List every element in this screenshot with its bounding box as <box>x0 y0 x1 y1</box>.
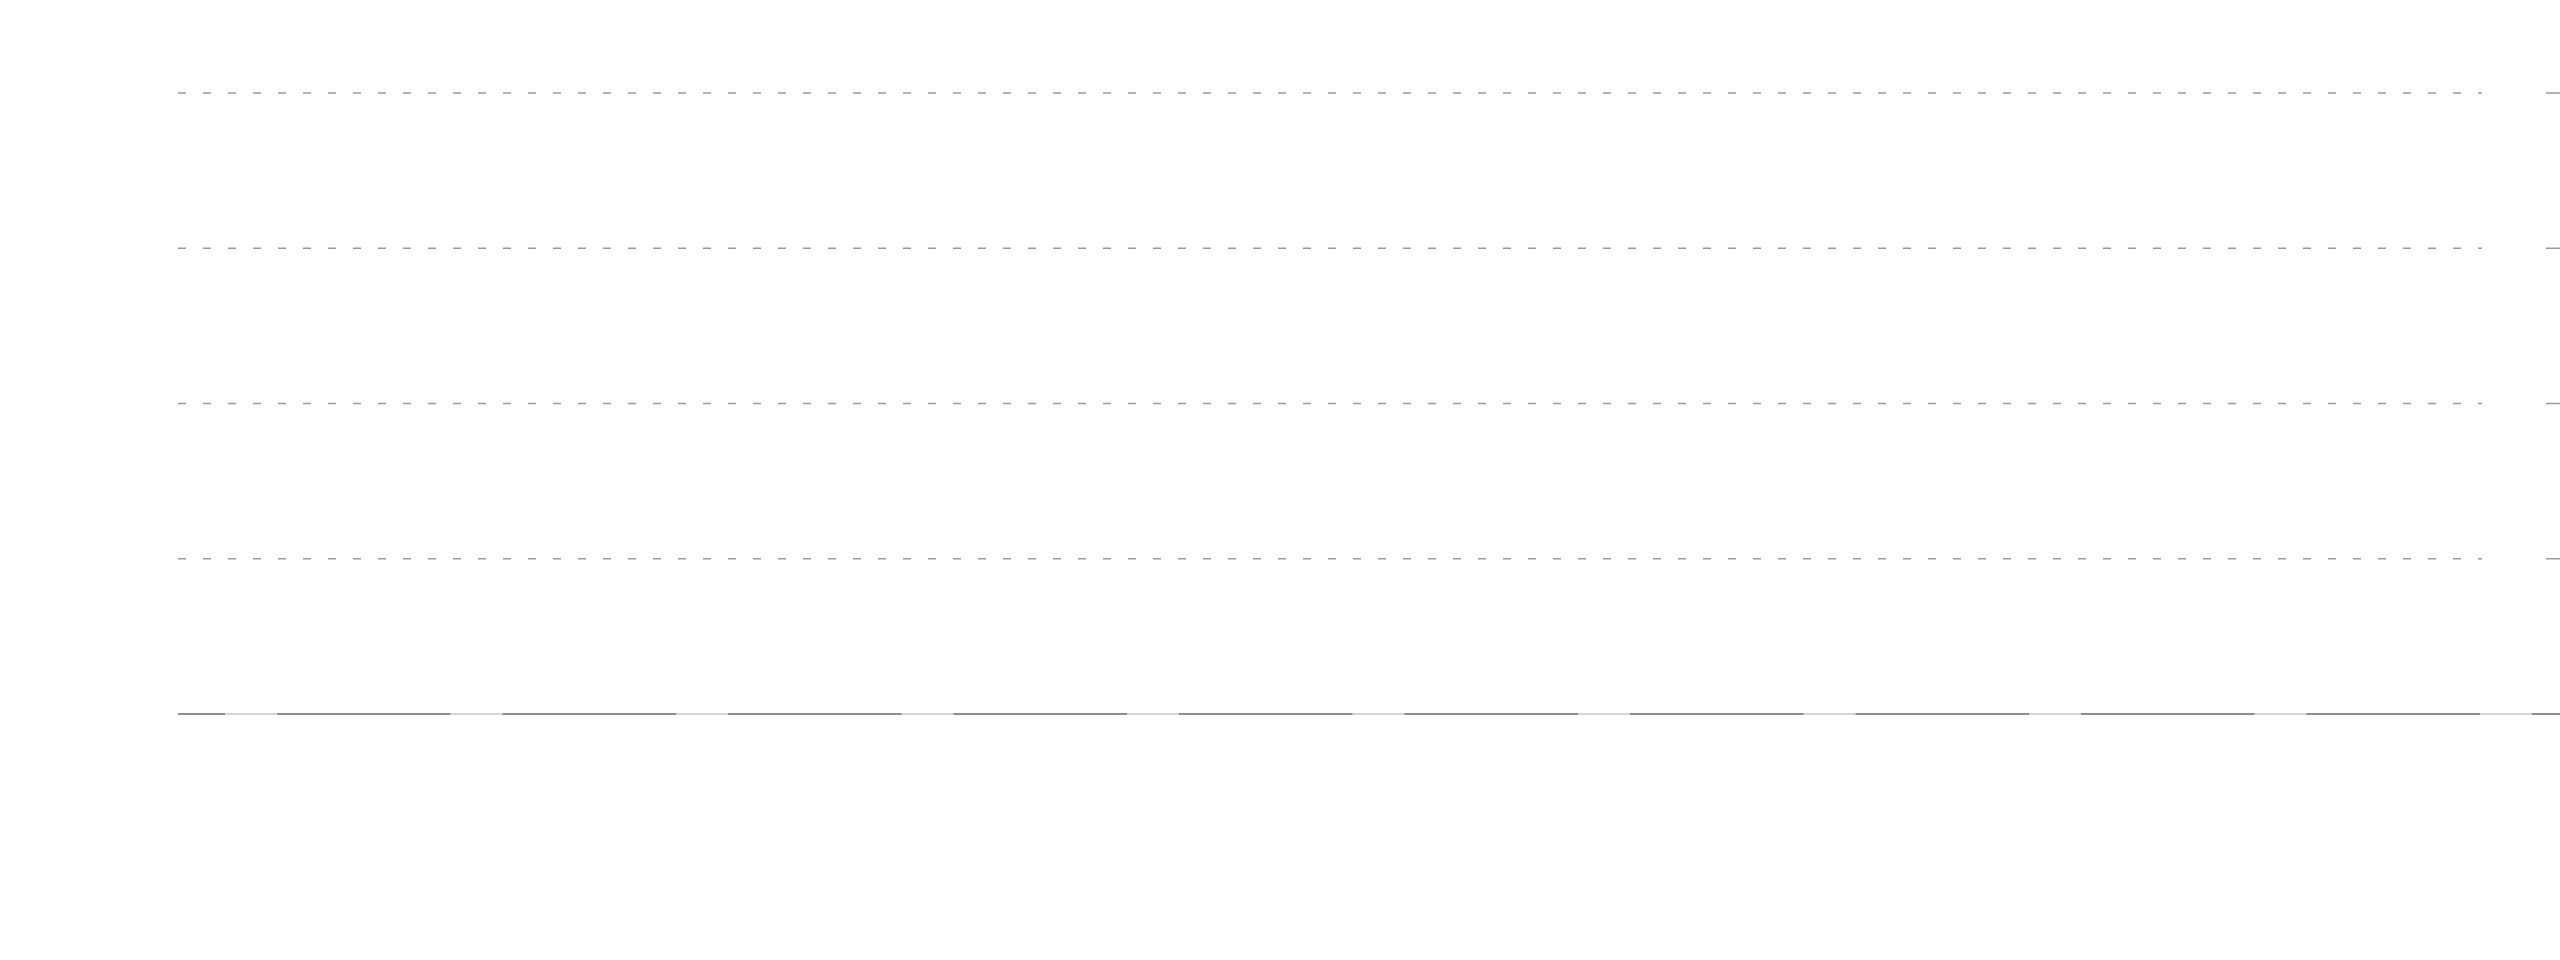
bar-8 <box>2029 713 2081 715</box>
bar-4 <box>1127 713 1179 715</box>
bar-1 <box>450 713 503 715</box>
bar-2 <box>676 713 728 715</box>
gridlines <box>178 92 2560 560</box>
bar-7 <box>1803 713 1856 715</box>
bar-5 <box>1352 713 1405 715</box>
bar-10 <box>2480 713 2532 715</box>
bar-9 <box>2254 713 2307 715</box>
bar-3 <box>901 713 954 715</box>
bars <box>225 713 2532 715</box>
bar-6 <box>1578 713 1630 715</box>
bar-0 <box>225 713 277 715</box>
